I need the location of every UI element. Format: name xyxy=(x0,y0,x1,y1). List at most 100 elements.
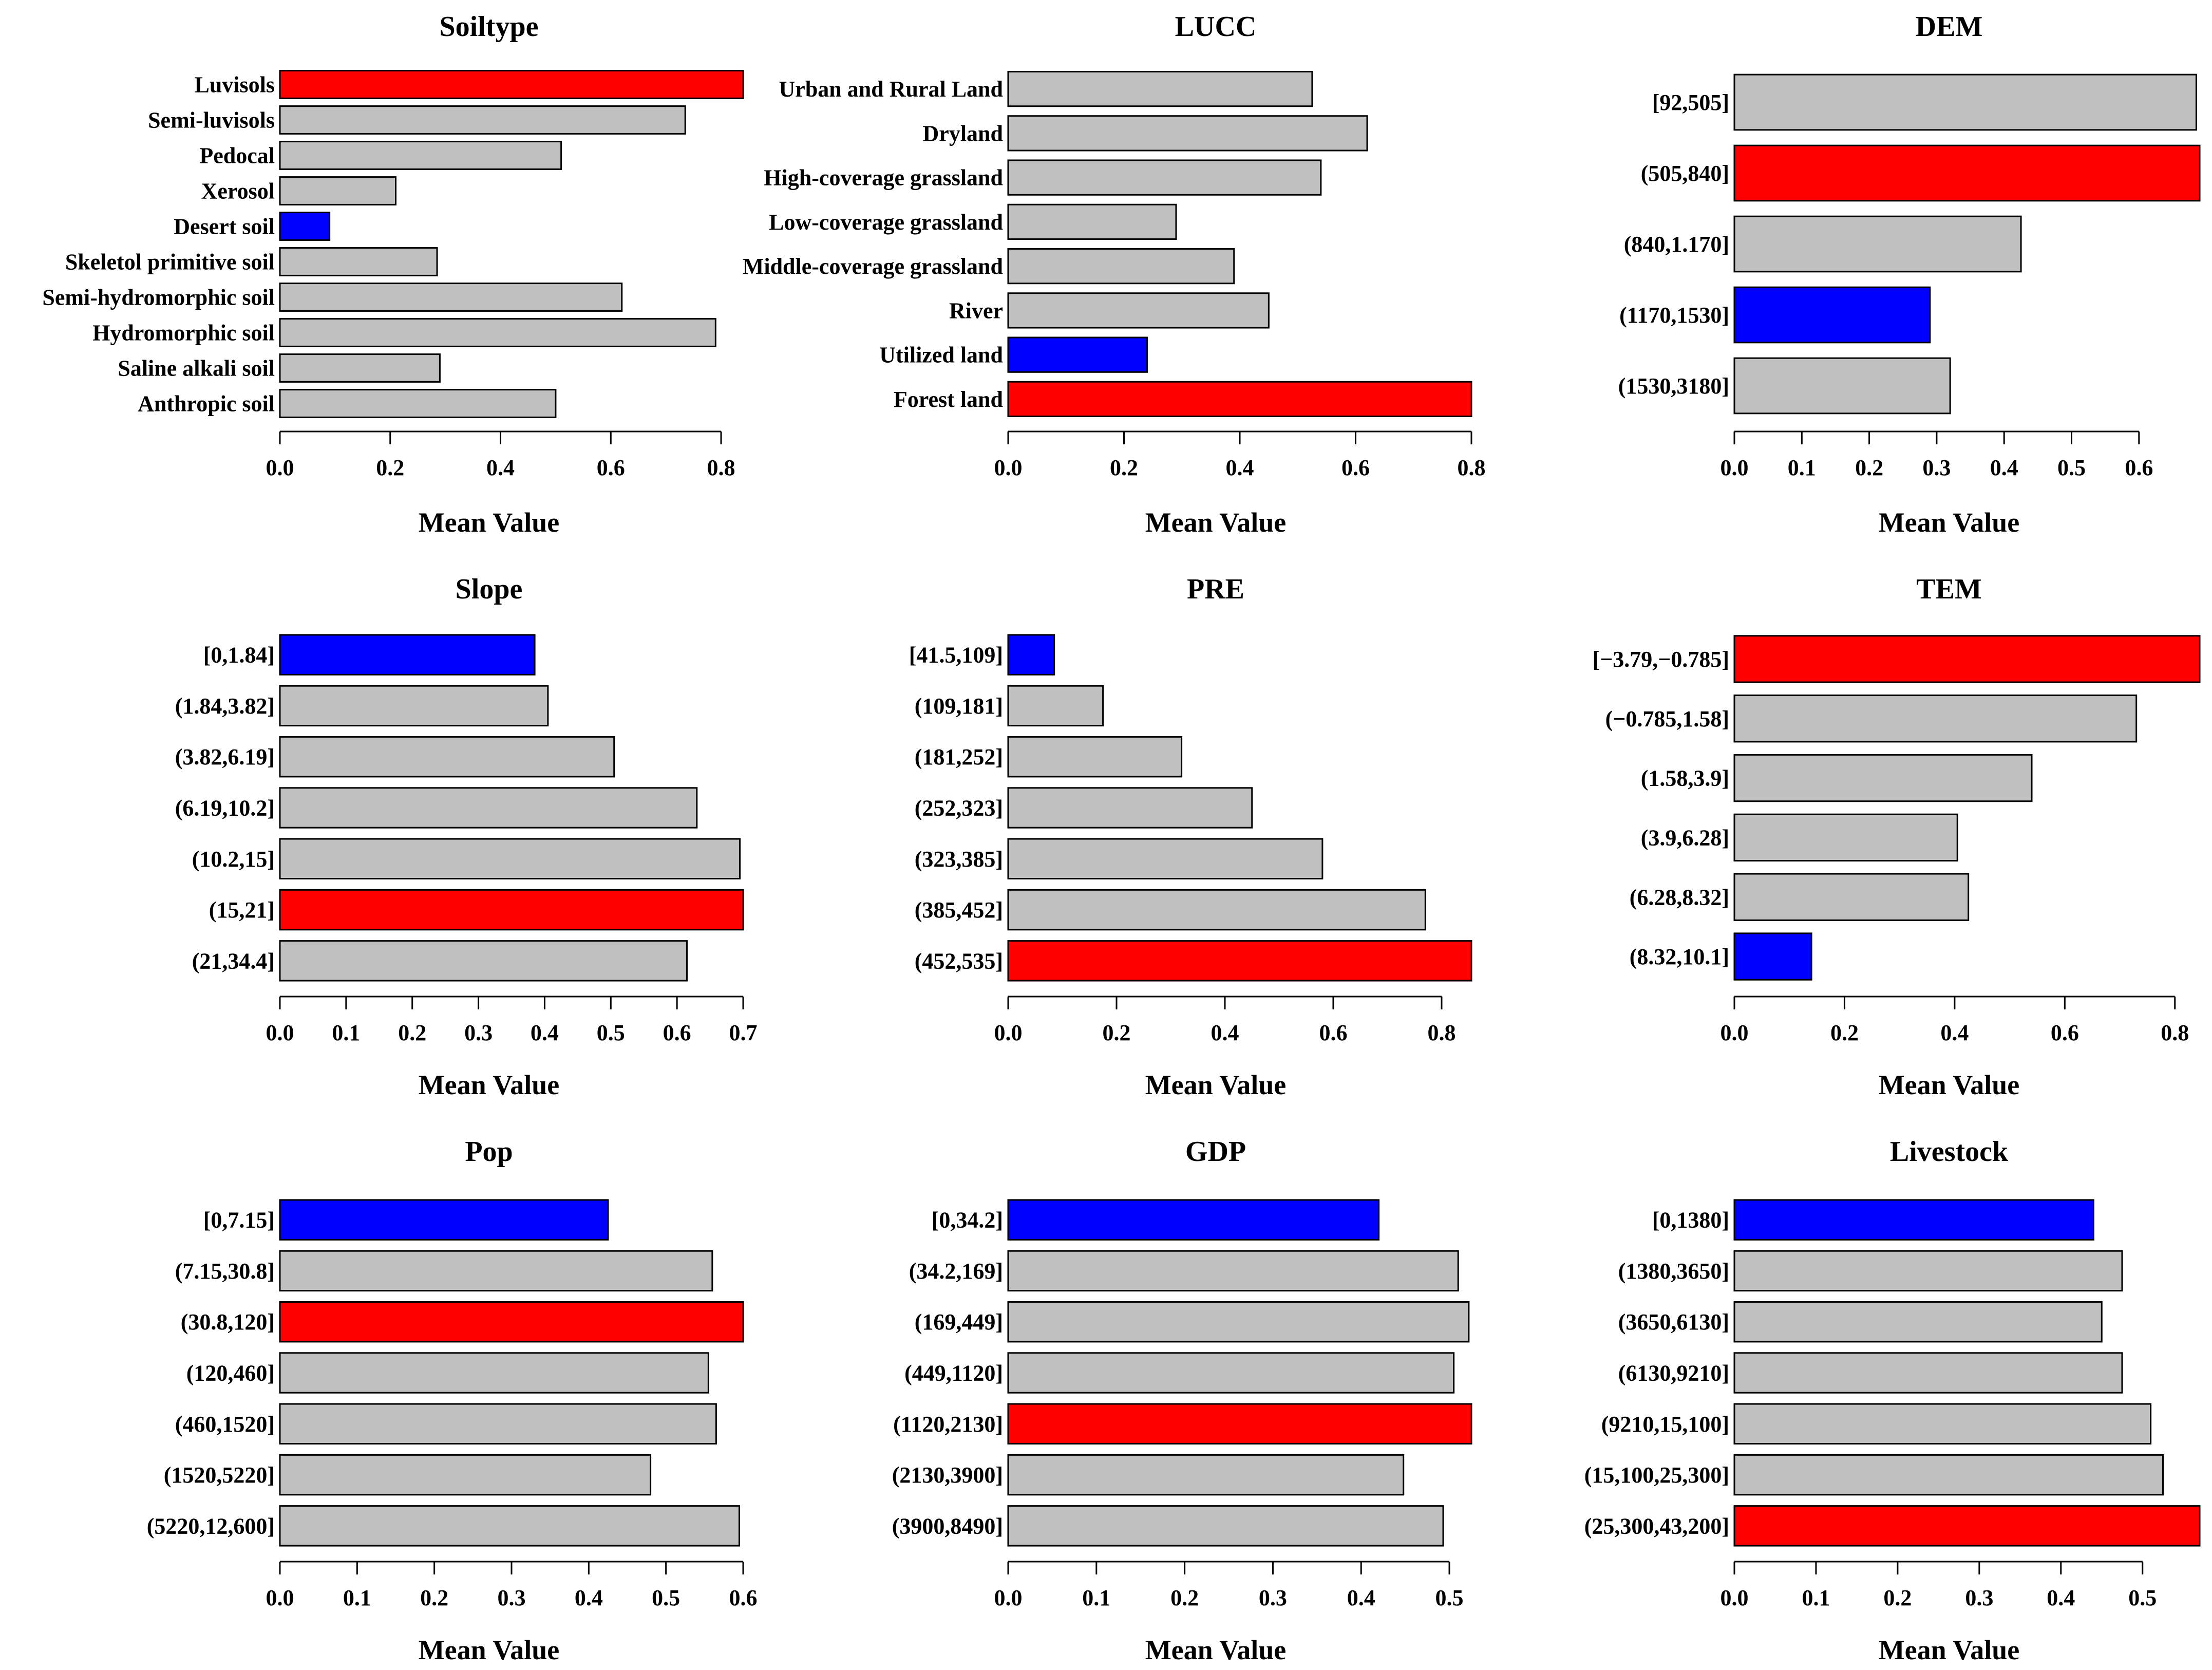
bar-449-1120 xyxy=(1007,1352,1455,1394)
x-tick-label: 0.6 xyxy=(729,1585,758,1610)
category-label: (252,323] xyxy=(915,796,1003,821)
category-label: [−3.79,−0.785] xyxy=(1593,647,1729,672)
panel-pre: PRE [41.5,109] (109,181] (181,252] (252,323]… xyxy=(909,573,1472,1100)
x-axis-title: Mean Value xyxy=(419,1069,560,1100)
x-tick-label: 0.1 xyxy=(1082,1585,1110,1610)
panel-tem: TEM [−3.79,−0.785] (−0.785,1.58] (1.58,3.9]… xyxy=(1593,573,2201,1100)
category-label: (−0.785,1.58] xyxy=(1605,706,1729,731)
category-label: Anthropic soil xyxy=(138,391,275,417)
category-label: Semi-luvisols xyxy=(148,108,275,133)
category-label: (3650,6130] xyxy=(1618,1309,1729,1335)
bar-1530-3180 xyxy=(1733,357,1951,415)
bar-1170-1530 xyxy=(1733,286,1931,344)
x-tick-label: 0.4 xyxy=(1347,1585,1375,1610)
category-label: (120,460] xyxy=(186,1361,275,1386)
bar-169-449 xyxy=(1007,1301,1470,1343)
x-axis-title: Mean Value xyxy=(1879,507,2020,538)
category-label: (109,181] xyxy=(915,693,1003,719)
category-label: (9210,15,100] xyxy=(1601,1412,1729,1437)
bar-1120-2130 xyxy=(1007,1403,1472,1445)
x-tick-label: 0.6 xyxy=(2051,1020,2079,1045)
x-tick-label: 0.0 xyxy=(266,1585,294,1610)
x-tick-label: 0.2 xyxy=(1830,1020,1859,1045)
bar-181-252 xyxy=(1007,736,1183,778)
category-label: (452,535] xyxy=(915,948,1003,973)
category-label: [41.5,109] xyxy=(909,643,1003,668)
x-tick-label: 0.5 xyxy=(1435,1585,1464,1610)
category-label: [0,34.2] xyxy=(932,1208,1003,1233)
bar-forest-land xyxy=(1007,381,1472,418)
x-tick-label: 0.4 xyxy=(1990,455,2018,480)
x-tick-label: 0.4 xyxy=(531,1020,559,1045)
panel-title: Soiltype xyxy=(440,11,539,43)
category-label: Forest land xyxy=(894,387,1003,412)
bar-505-840 xyxy=(1733,144,2201,202)
x-tick-label: 0.0 xyxy=(994,1585,1023,1610)
bar-desert-soil xyxy=(279,212,331,241)
x-tick-label: 0.3 xyxy=(1922,455,1951,480)
x-tick-label: 0.2 xyxy=(398,1020,426,1045)
x-tick-label: 0.6 xyxy=(597,455,625,480)
bar-323-385 xyxy=(1007,838,1324,880)
category-label: (3.82,6.19] xyxy=(175,744,275,770)
x-tick-label: 0.5 xyxy=(2128,1585,2157,1610)
bar-luvisols xyxy=(279,70,744,99)
bar-pedocal xyxy=(279,141,562,170)
x-tick-label: 0.2 xyxy=(1883,1585,1912,1610)
panel-title: Livestock xyxy=(1890,1136,2009,1168)
x-axis-title: Mean Value xyxy=(1145,1635,1287,1665)
x-tick-label: 0.2 xyxy=(1102,1020,1130,1045)
category-label: Luvisols xyxy=(194,72,275,98)
x-tick-label: 0.8 xyxy=(1458,455,1486,480)
x-tick-label: 0.5 xyxy=(597,1020,625,1045)
panel-pop: Pop [0,7.15] (7.15,30.8] (30.8,120] (120,460… xyxy=(147,1136,758,1665)
bar-skeletol-primitive-soil xyxy=(279,247,438,276)
x-axis-title: Mean Value xyxy=(1879,1069,2020,1100)
panel-dem: DEM [92,505] (505,840] (840,1.170] (1170,153… xyxy=(1618,11,2201,538)
category-label: (15,21] xyxy=(209,897,275,923)
category-label: (1.58,3.9] xyxy=(1641,766,1729,791)
panel-title: PRE xyxy=(1187,573,1244,605)
bar-dryland xyxy=(1007,115,1368,152)
category-label: (10.2,15] xyxy=(192,847,275,872)
bar-saline-alkali-soil xyxy=(279,353,441,383)
x-tick-label: 0.0 xyxy=(994,455,1023,480)
x-tick-label: 0.6 xyxy=(1341,455,1370,480)
category-label: (449,1120] xyxy=(904,1361,1003,1386)
x-tick-label: 0.5 xyxy=(652,1585,680,1610)
x-tick-label: 0.3 xyxy=(1259,1585,1287,1610)
category-label: [0,1.84] xyxy=(203,643,275,668)
panel-title: LUCC xyxy=(1175,11,1257,43)
x-tick-label: 0.4 xyxy=(2047,1585,2075,1610)
panel-lucc: LUCC Urban and Rural Land Dryland High-cove… xyxy=(743,11,1486,538)
bar-120-460 xyxy=(279,1352,709,1394)
category-label: Xerosol xyxy=(201,179,275,204)
x-tick-label: 0.0 xyxy=(1721,1585,1749,1610)
category-label: Saline alkali soil xyxy=(118,356,275,381)
bar-3900-8490 xyxy=(1007,1505,1444,1547)
bar-34-2-169 xyxy=(1007,1250,1459,1292)
x-tick-label: 0.1 xyxy=(343,1585,371,1610)
x-tick-label: 0.4 xyxy=(486,455,515,480)
category-label: River xyxy=(949,298,1003,323)
bar-460-1520 xyxy=(279,1403,717,1445)
x-tick-label: 0.2 xyxy=(420,1585,448,1610)
x-tick-label: 0.6 xyxy=(1319,1020,1347,1045)
bar-river xyxy=(1007,292,1270,329)
x-tick-label: 0.8 xyxy=(1427,1020,1455,1045)
category-label: (1520,5220] xyxy=(164,1462,275,1488)
x-tick-label: 0.6 xyxy=(2125,455,2153,480)
category-label: (323,385] xyxy=(915,847,1003,872)
bar-0-1380 xyxy=(1733,1199,2094,1241)
bar-385-452 xyxy=(1007,889,1426,931)
bar-840-1-170 xyxy=(1733,215,2022,273)
category-label: (3.9,6.28] xyxy=(1641,825,1729,850)
x-tick-label: 0.8 xyxy=(707,455,735,480)
panel-title: GDP xyxy=(1185,1136,1246,1168)
bar-7-15-30-8 xyxy=(279,1250,713,1292)
x-tick-label: 0.3 xyxy=(498,1585,526,1610)
x-axis-title: Mean Value xyxy=(1145,1069,1287,1100)
panel-title: TEM xyxy=(1916,573,1982,605)
bar-anthropic-soil xyxy=(279,389,557,418)
